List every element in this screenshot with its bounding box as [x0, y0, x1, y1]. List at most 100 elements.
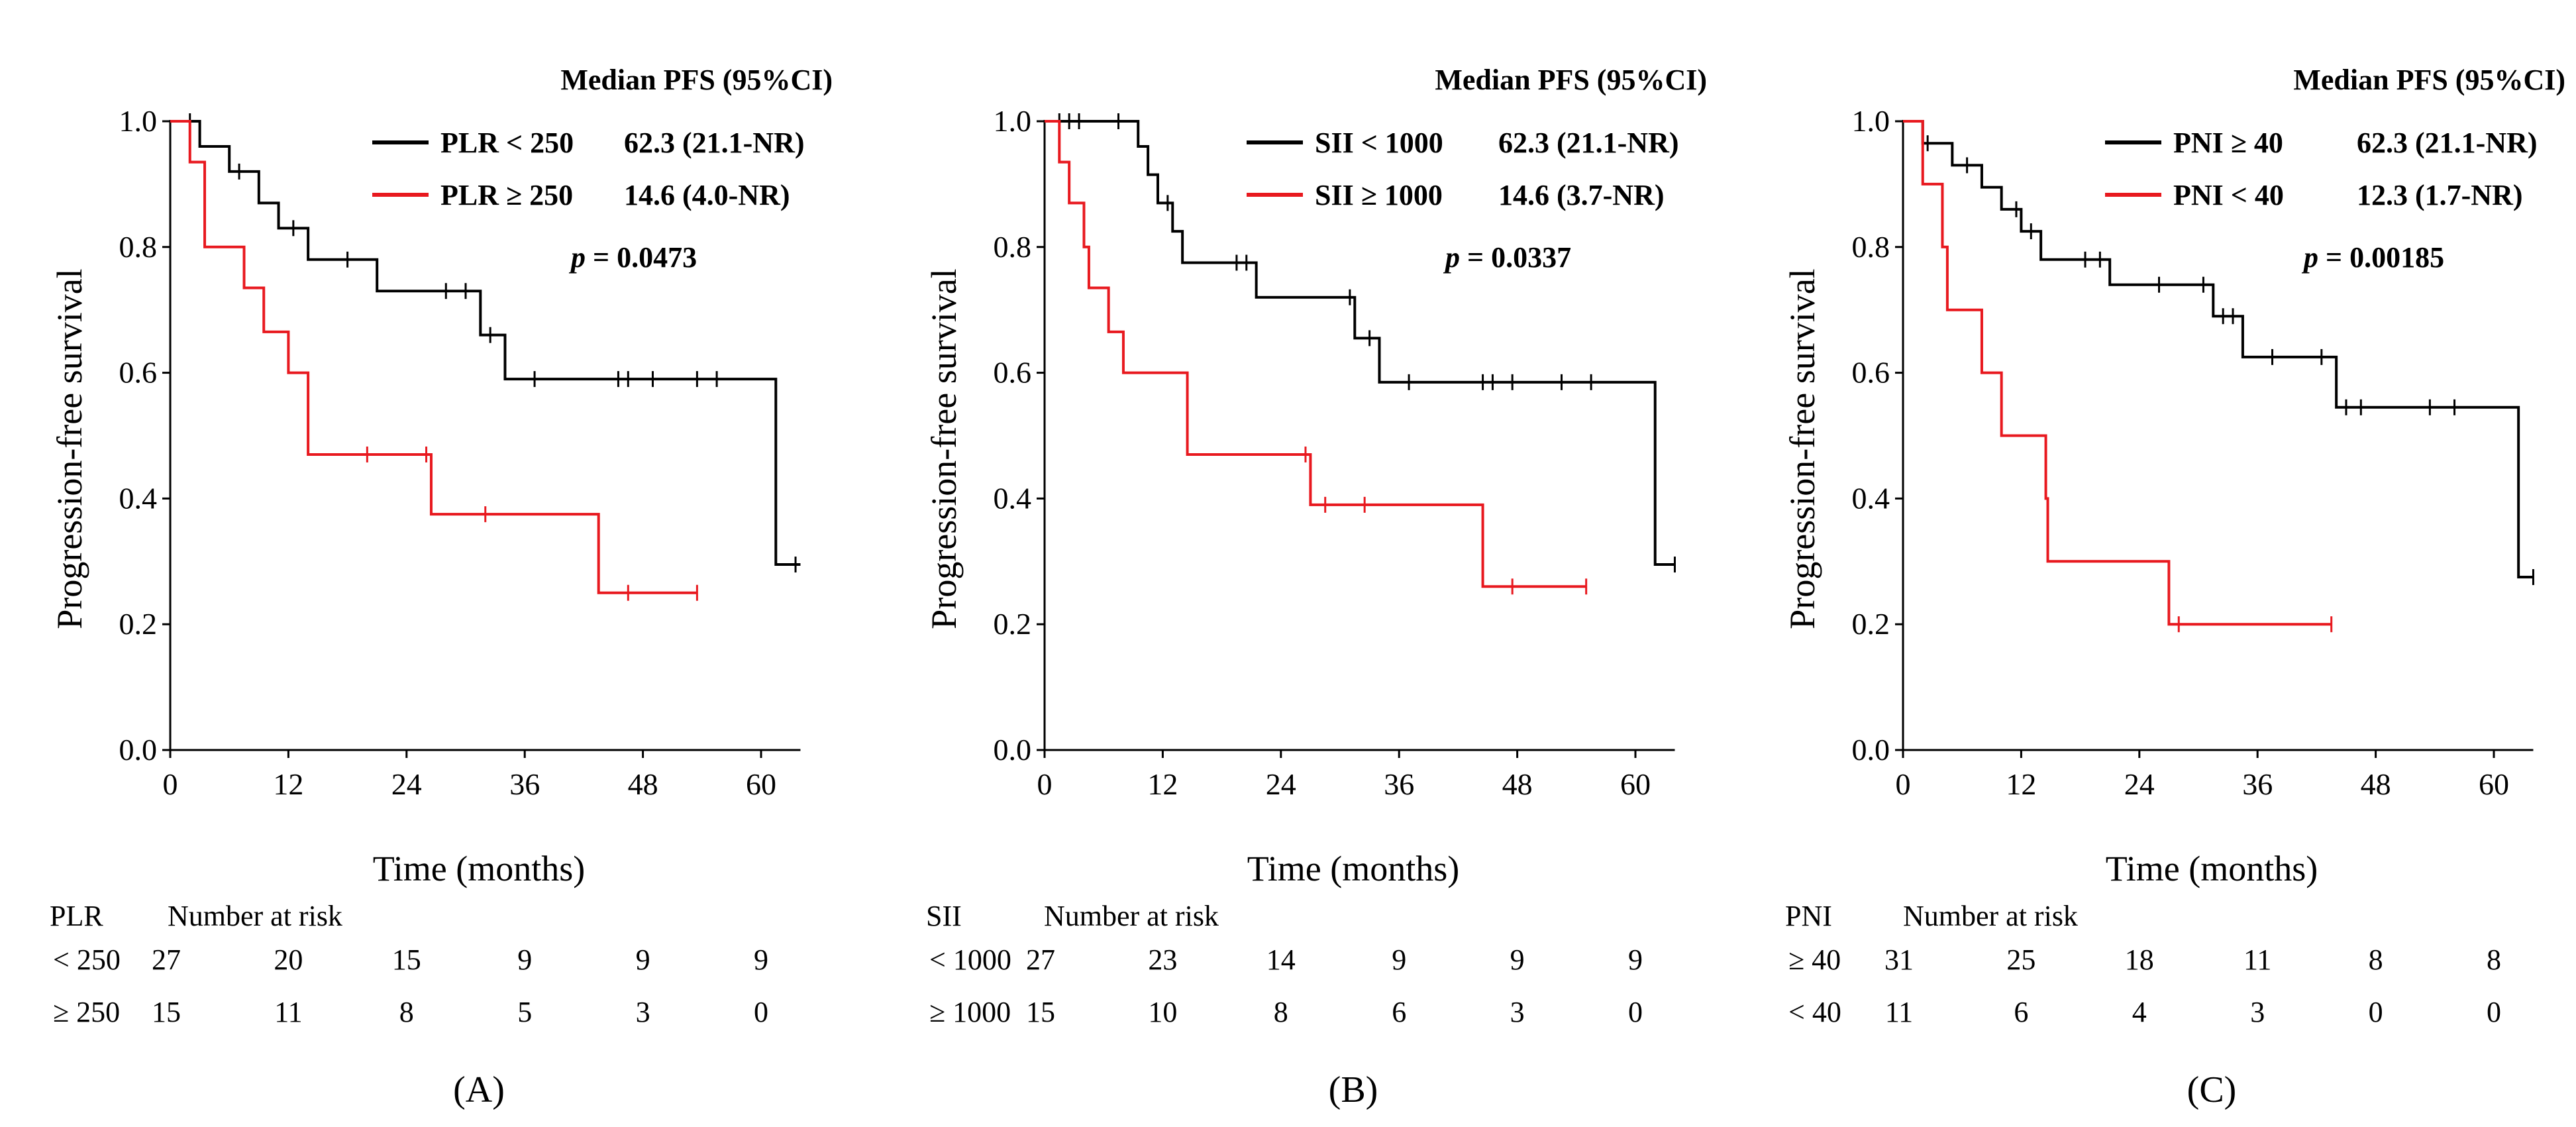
p-value: p = 0.0337 — [1443, 241, 1571, 274]
risk-table-header: Number at risk — [168, 900, 342, 932]
risk-count: 8 — [399, 996, 414, 1028]
panel-label: (B) — [1329, 1069, 1378, 1110]
legend-median: 62.3 (21.1-NR) — [1498, 127, 1679, 159]
risk-count: 27 — [1026, 943, 1055, 976]
x-tick-label: 12 — [273, 767, 303, 801]
y-tick-label: 1.0 — [119, 104, 158, 138]
x-tick-label: 36 — [1384, 767, 1414, 801]
y-tick-label: 0.0 — [1852, 733, 1890, 767]
risk-count: 8 — [2487, 943, 2501, 976]
km-curve-series-1 — [170, 120, 801, 566]
risk-row-label: ≥ 40 — [1788, 943, 1841, 976]
risk-count: 31 — [1884, 943, 1914, 976]
risk-table-variable: PNI — [1785, 900, 1832, 932]
risk-count: 0 — [2487, 996, 2501, 1028]
x-tick-label: 36 — [2242, 767, 2273, 801]
risk-count: 25 — [2006, 943, 2035, 976]
x-tick-label: 60 — [2479, 767, 2509, 801]
y-tick-label: 0.6 — [1852, 356, 1890, 390]
x-tick-label: 12 — [1147, 767, 1178, 801]
km-curve-series-2 — [1045, 120, 1586, 588]
risk-table-header: Number at risk — [1044, 900, 1219, 932]
x-tick-label: 48 — [1502, 767, 1533, 801]
risk-count: 15 — [152, 996, 181, 1028]
p-value-number: = 0.0473 — [586, 241, 697, 274]
x-tick-label: 24 — [1266, 767, 1296, 801]
risk-count: 6 — [1392, 996, 1406, 1028]
risk-row-label: ≥ 1000 — [929, 996, 1011, 1028]
x-tick-label: 24 — [391, 767, 422, 801]
legend-label: PNI < 40 — [2173, 179, 2284, 211]
legend-median: 62.3 (21.1-NR) — [2357, 127, 2538, 159]
risk-table-header: Number at risk — [1903, 900, 2078, 932]
km-curve-series-2 — [170, 120, 697, 594]
risk-count: 15 — [1026, 996, 1055, 1028]
x-axis-label: Time (months) — [1247, 849, 1460, 888]
risk-count: 11 — [2243, 943, 2271, 976]
risk-count: 27 — [152, 943, 181, 976]
y-tick-label: 0.6 — [994, 356, 1032, 390]
y-tick-label: 0.2 — [119, 607, 158, 641]
risk-count: 9 — [636, 943, 650, 976]
y-tick-label: 0.8 — [1852, 230, 1890, 264]
risk-row-label: < 40 — [1788, 996, 1841, 1028]
x-axis-label: Time (months) — [2106, 849, 2318, 888]
x-tick-label: 0 — [1896, 767, 1911, 801]
legend-label: SII ≥ 1000 — [1315, 179, 1443, 211]
risk-count: 5 — [517, 996, 532, 1028]
risk-row-label: < 1000 — [929, 943, 1011, 976]
legend-median: 62.3 (21.1-NR) — [624, 127, 805, 159]
y-tick-label: 0.2 — [994, 607, 1032, 641]
km-curve-series-1 — [1045, 120, 1675, 566]
risk-table-variable: PLR — [50, 900, 103, 932]
risk-count: 15 — [392, 943, 421, 976]
legend-median: 12.3 (1.7-NR) — [2357, 179, 2523, 211]
risk-count: 10 — [1148, 996, 1177, 1028]
km-panel-a: 0.0 0.2 0.4 0.6 0.8 1.0 0 12 24 36 48 60 Time (month… — [50, 64, 833, 1110]
y-axis-label: Progression-free survival — [50, 268, 89, 629]
risk-count: 0 — [2369, 996, 2383, 1028]
risk-count: 11 — [1885, 996, 1913, 1028]
risk-count: 0 — [754, 996, 768, 1028]
legend-title: Median PFS (95%CI) — [560, 64, 833, 96]
x-tick-label: 48 — [628, 767, 658, 801]
y-tick-label: 0.2 — [1852, 607, 1890, 641]
legend-median: 14.6 (4.0-NR) — [624, 179, 790, 211]
risk-count: 18 — [2125, 943, 2154, 976]
y-tick-label: 1.0 — [994, 104, 1032, 138]
x-tick-label: 60 — [1620, 767, 1651, 801]
legend-title: Median PFS (95%CI) — [2293, 64, 2565, 96]
x-tick-label: 60 — [746, 767, 776, 801]
risk-count: 9 — [1628, 943, 1643, 976]
risk-count: 3 — [636, 996, 650, 1028]
panel-label: (A) — [453, 1069, 505, 1110]
p-value-symbol: p — [2301, 241, 2318, 274]
x-tick-label: 0 — [163, 767, 178, 801]
risk-count: 9 — [754, 943, 768, 976]
risk-count: 4 — [2132, 996, 2147, 1028]
p-value-symbol: p — [568, 241, 586, 274]
p-value: p = 0.00185 — [2301, 241, 2444, 274]
legend-median: 14.6 (3.7-NR) — [1498, 179, 1665, 211]
y-tick-label: 0.4 — [994, 481, 1032, 515]
risk-count: 9 — [517, 943, 532, 976]
risk-count: 20 — [274, 943, 303, 976]
y-tick-label: 0.8 — [994, 230, 1032, 264]
legend-title: Median PFS (95%CI) — [1435, 64, 1707, 96]
risk-count: 3 — [2250, 996, 2265, 1028]
p-value-number: = 0.00185 — [2318, 241, 2444, 274]
x-tick-label: 36 — [509, 767, 540, 801]
legend-label: PLR ≥ 250 — [440, 179, 573, 211]
risk-table-variable: SII — [926, 900, 962, 932]
p-value-number: = 0.0337 — [1460, 241, 1571, 274]
km-curve-series-1 — [1903, 120, 2534, 579]
risk-count: 9 — [1392, 943, 1406, 976]
y-tick-label: 1.0 — [1852, 104, 1890, 138]
risk-count: 23 — [1148, 943, 1177, 976]
x-axis-label: Time (months) — [373, 849, 586, 888]
x-tick-label: 0 — [1037, 767, 1053, 801]
risk-row-label: < 250 — [53, 943, 121, 976]
